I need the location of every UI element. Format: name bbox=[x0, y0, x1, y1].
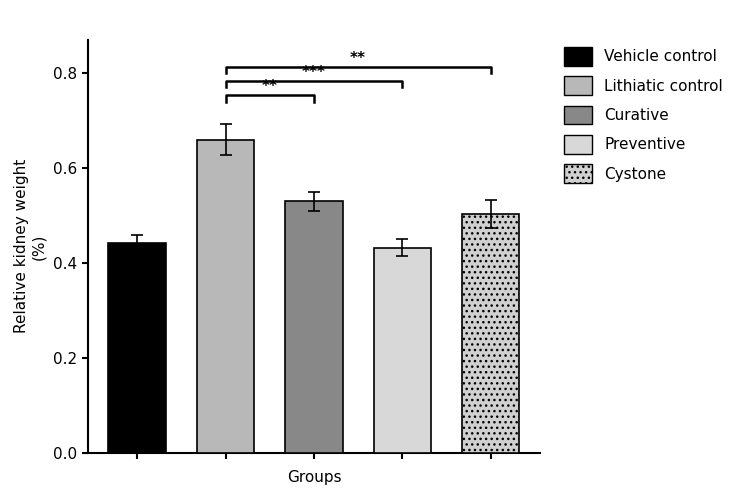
Bar bbox=[374, 248, 431, 453]
Legend: Vehicle control, Lithiatic control, Curative, Preventive, Cystone: Vehicle control, Lithiatic control, Cura… bbox=[556, 39, 730, 191]
Text: **: ** bbox=[350, 51, 366, 66]
Bar bbox=[196, 140, 254, 453]
Text: ***: *** bbox=[302, 65, 326, 80]
Bar bbox=[285, 201, 343, 453]
Bar bbox=[109, 243, 166, 453]
X-axis label: Groups: Groups bbox=[286, 470, 341, 485]
Bar bbox=[462, 214, 520, 453]
Y-axis label: Relative kidney weight
(%): Relative kidney weight (%) bbox=[14, 159, 46, 333]
Text: **: ** bbox=[262, 79, 278, 94]
